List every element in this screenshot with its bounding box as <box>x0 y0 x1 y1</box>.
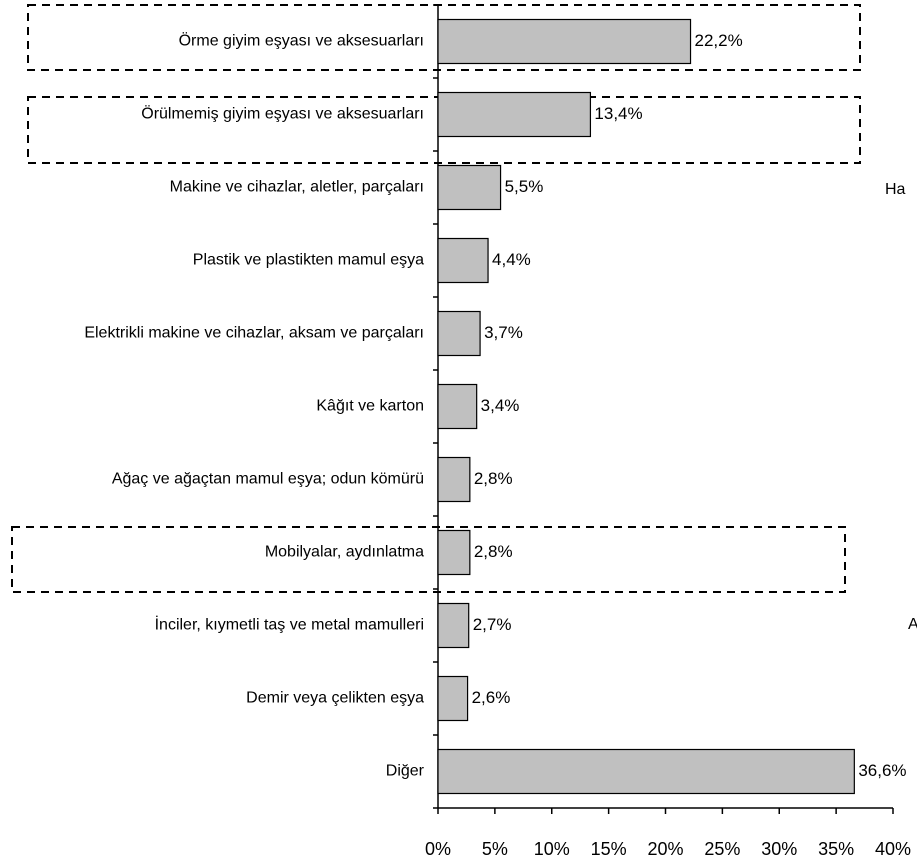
x-tick-label: 10% <box>534 839 570 859</box>
bar <box>437 237 489 284</box>
bar <box>437 529 471 576</box>
x-tick-label: 20% <box>647 839 683 859</box>
x-tick-label: 30% <box>761 839 797 859</box>
bar <box>437 675 469 722</box>
annotation: A <box>908 616 917 633</box>
value-label: 5,5% <box>505 177 544 196</box>
y-tick-label: Makine ve cihazlar, aletler, parçaları <box>170 179 424 196</box>
highlight-box <box>11 526 846 593</box>
bar <box>437 91 592 138</box>
y-tick-label: Kâğıt ve karton <box>316 398 424 415</box>
value-label: 13,4% <box>594 104 642 123</box>
bar <box>437 748 855 795</box>
value-label: 3,7% <box>484 323 523 342</box>
annotation: Ha <box>885 181 906 198</box>
x-tick-label: 5% <box>482 839 508 859</box>
value-label: 2,6% <box>472 688 511 707</box>
y-tick-label: Plastik ve plastikten mamul eşya <box>193 252 424 269</box>
y-tick-label: Elektrikli makine ve cihazlar, aksam ve … <box>84 325 424 342</box>
bar <box>437 18 692 65</box>
x-tick-label: 40% <box>875 839 911 859</box>
x-tick-label: 15% <box>591 839 627 859</box>
bar <box>437 383 478 430</box>
bar <box>437 602 470 649</box>
x-tick-label: 35% <box>818 839 854 859</box>
bar <box>437 310 481 357</box>
y-tick-label: Mobilyalar, aydınlatma <box>265 544 424 561</box>
y-tick-label: Örülmemiş giyim eşyası ve aksesuarları <box>141 105 424 123</box>
x-tick-label: 25% <box>704 839 740 859</box>
bar <box>437 164 502 211</box>
value-label: 2,7% <box>473 615 512 634</box>
x-tick-label: 0% <box>425 839 451 859</box>
value-label: 4,4% <box>492 250 531 269</box>
y-tick-label: Örme giyim eşyası ve aksesuarları <box>179 32 424 50</box>
y-tick-label: Diğer <box>386 763 425 780</box>
value-label: 3,4% <box>481 396 520 415</box>
value-label: 22,2% <box>695 31 743 50</box>
y-tick-label: İnciler, kıymetli taş ve metal mamulleri <box>155 615 424 634</box>
y-tick-label: Ağaç ve ağaçtan mamul eşya; odun kömürü <box>112 471 424 488</box>
value-label: 2,8% <box>474 469 513 488</box>
value-label: 36,6% <box>858 761 906 780</box>
y-tick-label: Demir veya çelikten eşya <box>246 690 424 707</box>
bar <box>437 456 471 503</box>
value-label: 2,8% <box>474 542 513 561</box>
